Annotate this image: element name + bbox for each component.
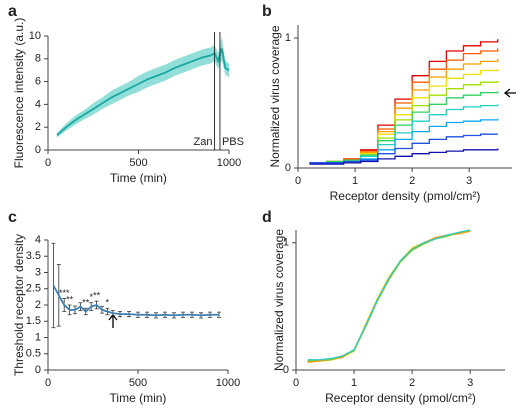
y-tick-label: 1 <box>283 237 289 249</box>
panel-label: d <box>262 209 272 226</box>
x-tick-label: 1 <box>352 175 358 187</box>
y-tick-label: 2 <box>35 121 41 133</box>
y-tick-label: 1 <box>35 331 41 343</box>
x-tick-label: 500 <box>129 157 147 169</box>
y-tick-label: 0 <box>35 144 41 156</box>
panel-label: a <box>8 3 17 20</box>
y-tick-label: 6 <box>35 76 41 88</box>
x-tick-label: 1000 <box>216 377 240 389</box>
y-tick-label: 3.5 <box>26 250 41 262</box>
data-line <box>309 39 499 164</box>
x-tick-label: 0 <box>45 157 51 169</box>
data-line <box>307 230 471 362</box>
x-tick-label: 1 <box>351 377 357 389</box>
x-tick-label: 3 <box>467 377 473 389</box>
y-tick-label: 0 <box>283 364 289 376</box>
y-axis-label: Fluorescence intensity (a.u.) <box>12 18 26 169</box>
y-axis-label: Normalized virus coverage <box>272 229 286 371</box>
data-line <box>307 229 471 361</box>
data-line <box>309 48 499 164</box>
y-tick-label: 0.5 <box>26 348 41 360</box>
x-axis-label: Receptor density (pmol/cm²) <box>325 391 476 405</box>
y-tick-label: 2 <box>35 299 41 311</box>
x-tick-label: 2 <box>409 377 415 389</box>
arrow <box>503 88 516 98</box>
event-label: Zan <box>194 136 213 148</box>
significance-label: * <box>89 292 93 302</box>
significance-label: *** <box>59 288 70 298</box>
y-tick-label: 8 <box>35 53 41 65</box>
band <box>57 37 229 138</box>
y-tick-label: 2.5 <box>26 283 41 295</box>
y-axis-label: Threshold receptor density <box>12 234 26 376</box>
y-tick-label: 4 <box>35 98 41 110</box>
significance-label: ** <box>66 294 74 304</box>
x-tick-label: 0 <box>45 377 51 389</box>
data-line <box>309 148 499 165</box>
y-tick-label: 0 <box>35 364 41 376</box>
y-tick-label: 0 <box>285 162 291 174</box>
x-tick-label: 500 <box>129 377 147 389</box>
x-tick-label: 0 <box>293 377 299 389</box>
x-tick-label: 1000 <box>217 157 241 169</box>
data-line <box>309 80 499 164</box>
event-label: PBS <box>222 136 244 148</box>
data-line <box>307 229 471 362</box>
significance-label: ** <box>82 298 90 308</box>
data-line <box>56 48 230 136</box>
x-axis-label: Time (min) <box>110 171 167 185</box>
y-tick-label: 4 <box>35 234 41 246</box>
significance-label: ** <box>93 290 101 300</box>
y-tick-label: 3 <box>35 266 41 278</box>
x-axis-label: Time (min) <box>110 391 167 405</box>
data-line <box>309 91 499 164</box>
data-line <box>309 133 498 164</box>
data-line <box>309 104 499 164</box>
panel-label: c <box>8 209 17 226</box>
y-tick-label: 1 <box>285 32 291 44</box>
x-tick-label: 2 <box>409 175 415 187</box>
x-tick-label: 3 <box>466 175 472 187</box>
significance-label: * <box>106 298 110 308</box>
data-line <box>307 230 471 364</box>
arrow <box>108 313 118 328</box>
y-tick-label: 1.5 <box>26 315 41 327</box>
data-line <box>52 285 219 317</box>
x-tick-label: 0 <box>295 175 301 187</box>
x-axis-label: Receptor density (pmol/cm²) <box>330 189 481 203</box>
panel-label: b <box>262 3 272 20</box>
y-tick-label: 10 <box>29 30 41 42</box>
y-axis-label: Normalized virus coverage <box>268 25 282 167</box>
